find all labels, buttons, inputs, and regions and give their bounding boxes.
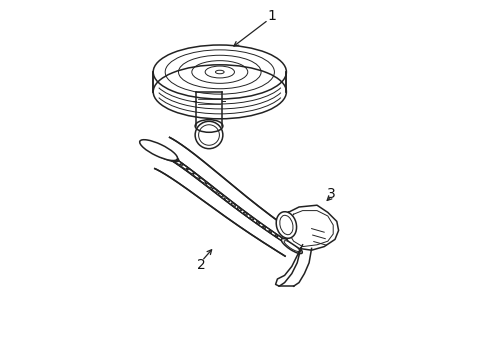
Text: 1: 1 (268, 9, 276, 23)
Ellipse shape (140, 140, 177, 161)
Polygon shape (281, 205, 339, 250)
Ellipse shape (276, 212, 296, 238)
Text: 3: 3 (327, 188, 336, 201)
Polygon shape (155, 138, 298, 256)
Text: 2: 2 (197, 258, 206, 271)
Ellipse shape (195, 121, 223, 149)
Ellipse shape (281, 239, 302, 253)
Bar (153, 72, 286, 92)
Ellipse shape (153, 55, 286, 109)
